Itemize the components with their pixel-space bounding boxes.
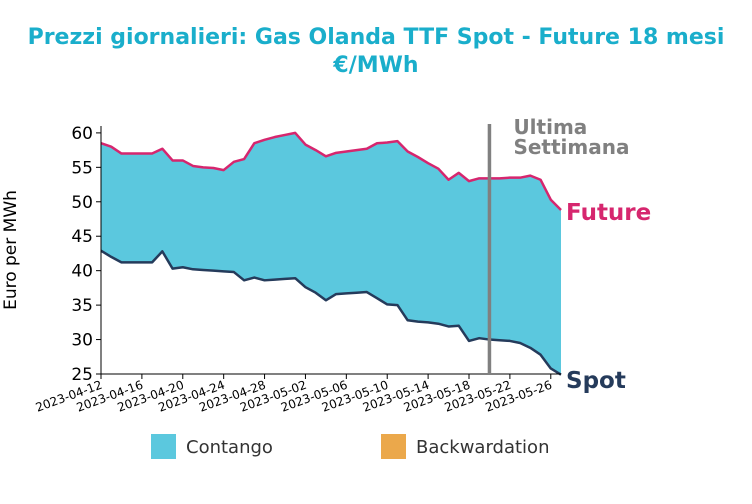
y-tick-label: 40 <box>71 262 93 282</box>
y-tick-label: 35 <box>71 296 93 316</box>
future-line <box>100 131 562 211</box>
legend-swatch-contango <box>151 434 176 459</box>
chart-subtitle: €/MWh <box>333 53 419 78</box>
y-tick-label: 45 <box>71 227 93 247</box>
y-tick-label: 50 <box>71 193 93 213</box>
y-tick-label: 60 <box>71 124 93 144</box>
legend-swatch-backwardation <box>381 434 406 459</box>
chart-title: Prezzi giornalieri: Gas Olanda TTF Spot … <box>0 24 752 80</box>
y-tick-label: 55 <box>71 158 93 178</box>
legend-label-backwardation: Backwardation <box>416 437 549 458</box>
future-series-label: Future <box>566 200 651 226</box>
last-week-label-line2: Settimana <box>513 135 629 159</box>
spot-line <box>100 249 562 376</box>
y-axis-label: Euro per MWh <box>1 190 21 310</box>
contango-area <box>101 132 561 375</box>
chart-title-line1: Prezzi giornalieri: Gas Olanda TTF Spot … <box>27 25 725 50</box>
legend-label-contango: Contango <box>186 437 273 458</box>
spot-series-label: Spot <box>566 368 626 394</box>
last-week-label-line1: Ultima <box>513 115 587 139</box>
y-tick-label: 30 <box>71 331 93 351</box>
y-tick-label: 25 <box>71 365 93 385</box>
